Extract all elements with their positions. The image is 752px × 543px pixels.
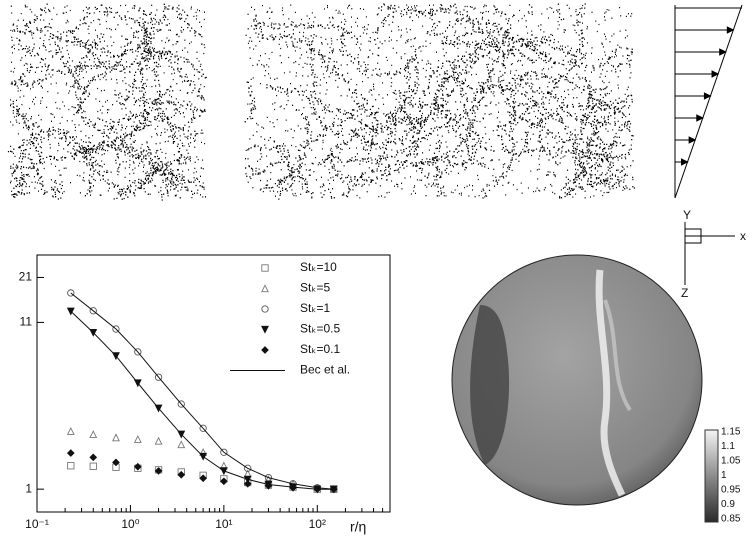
marker [135, 436, 141, 442]
axis-icon-label: Y [683, 208, 691, 222]
figure: Y x Z 10⁻¹10⁰10¹10²11121r/ηStₖ=10Stₖ=5St… [0, 0, 752, 543]
x-tick-label: 10⁻¹ [25, 517, 49, 531]
colorbar-label: 0.95 [721, 485, 741, 496]
axes-icon [685, 222, 735, 285]
legend-label: Stₖ=5 [300, 281, 330, 295]
x-tick-label: 10² [309, 517, 326, 531]
marker [113, 459, 119, 465]
marker [262, 285, 268, 291]
marker [178, 441, 184, 447]
marker [90, 431, 96, 437]
y-tick-label: 21 [19, 270, 33, 284]
marker [262, 347, 268, 353]
colorbar-label: 1.1 [721, 441, 735, 452]
marker [262, 306, 268, 312]
reference-line [71, 293, 334, 489]
legend-label: Stₖ=0.5 [300, 322, 340, 336]
legend-label: Bec et al. [300, 363, 350, 377]
x-tick-label: 10¹ [215, 517, 232, 531]
particle-field [8, 4, 207, 200]
particle-field [245, 4, 636, 199]
marker [262, 326, 268, 332]
colorbar-label: 0.9 [721, 499, 735, 510]
sphere [452, 255, 702, 505]
colorbar-label: 1 [721, 470, 727, 481]
marker [200, 475, 206, 481]
legend-label: Stₖ=0.1 [300, 342, 340, 356]
x-tick-label: 10⁰ [121, 517, 139, 531]
marker [262, 265, 268, 271]
marker [221, 478, 227, 484]
marker [90, 463, 96, 469]
marker [68, 463, 74, 469]
axis-icon-label: Z [681, 286, 688, 300]
marker [155, 438, 161, 444]
y-tick-label: 11 [20, 315, 33, 329]
legend-label: Stₖ=1 [300, 301, 330, 315]
shear-diagram [675, 5, 742, 198]
y-tick-label: 1 [25, 481, 32, 495]
legend-label: Stₖ=10 [300, 260, 337, 274]
colorbar [705, 430, 718, 522]
colorbar-label: 1.05 [721, 456, 741, 467]
marker [68, 428, 74, 434]
marker [90, 454, 96, 460]
marker [113, 434, 119, 440]
axis-icon-label: x [740, 229, 746, 243]
marker [178, 472, 184, 478]
colorbar-label: 1.15 [721, 427, 741, 438]
marker [68, 450, 74, 456]
marker [135, 464, 141, 470]
x-axis-label: r/η [350, 519, 366, 535]
reference-line [71, 311, 334, 489]
plot-frame [37, 255, 390, 512]
colorbar-label: 0.85 [721, 514, 741, 525]
